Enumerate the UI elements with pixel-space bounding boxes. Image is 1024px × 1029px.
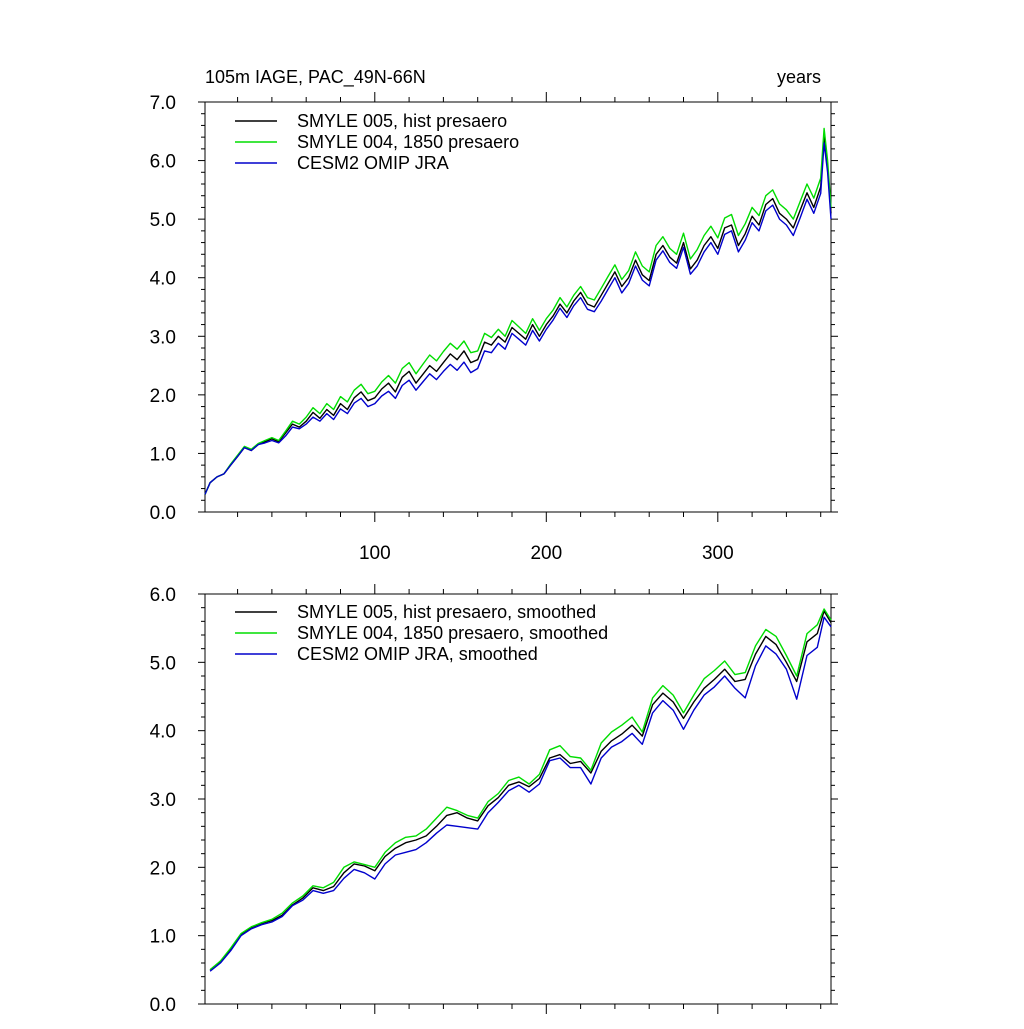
plot-frame <box>204 101 832 513</box>
y-tick-label: 7.0 <box>150 93 176 114</box>
y-tick-label: 1.0 <box>150 444 176 465</box>
y-tick-label: 6.0 <box>150 585 176 606</box>
legend-label: CESM2 OMIP JRA <box>297 153 449 173</box>
chart-title: 105m IAGE, PAC_49N-66N <box>205 67 426 88</box>
y-tick-label: 5.0 <box>150 210 176 231</box>
series-line <box>204 136 832 495</box>
series-line <box>209 616 832 972</box>
y-tick-label: 2.0 <box>150 858 176 879</box>
y-tick-label: 6.0 <box>150 152 176 173</box>
series-line <box>209 608 832 971</box>
y-tick-label: 3.0 <box>150 790 176 811</box>
legend-label: SMYLE 005, hist presaero, smoothed <box>297 602 596 622</box>
y-tick-label: 4.0 <box>150 269 176 290</box>
legend-label: CESM2 OMIP JRA, smoothed <box>297 644 538 664</box>
y-tick-label: 2.0 <box>150 386 176 407</box>
bottom-plot: 0.0 1.0 2.0 3.0 4.0 5.0 6.0 SMYLE 005, hist pre… <box>150 584 838 1016</box>
series-line <box>204 142 832 495</box>
y-tick-label: 3.0 <box>150 327 176 348</box>
legend-label: SMYLE 005, hist presaero <box>297 111 507 131</box>
x-tick-label: 200 <box>530 543 562 564</box>
legend-label: SMYLE 004, 1850 presaero <box>297 132 519 152</box>
y-tick-label: 5.0 <box>150 653 176 674</box>
top-plot: 105m IAGE, PAC_49N-66N years 0.0 1.0 2.0 3.0 4… <box>150 67 838 564</box>
chart-subtitle-right: years <box>777 67 821 87</box>
y-tick-label: 0.0 <box>150 995 176 1016</box>
x-tick-label: 300 <box>702 543 734 564</box>
series-line <box>204 127 832 495</box>
x-tick-label: 100 <box>359 543 391 564</box>
y-tick-label: 0.0 <box>150 503 176 524</box>
legend-label: SMYLE 004, 1850 presaero, smoothed <box>297 623 608 643</box>
y-tick-label: 1.0 <box>150 927 176 948</box>
y-tick-label: 4.0 <box>150 722 176 743</box>
series-line <box>209 610 832 971</box>
